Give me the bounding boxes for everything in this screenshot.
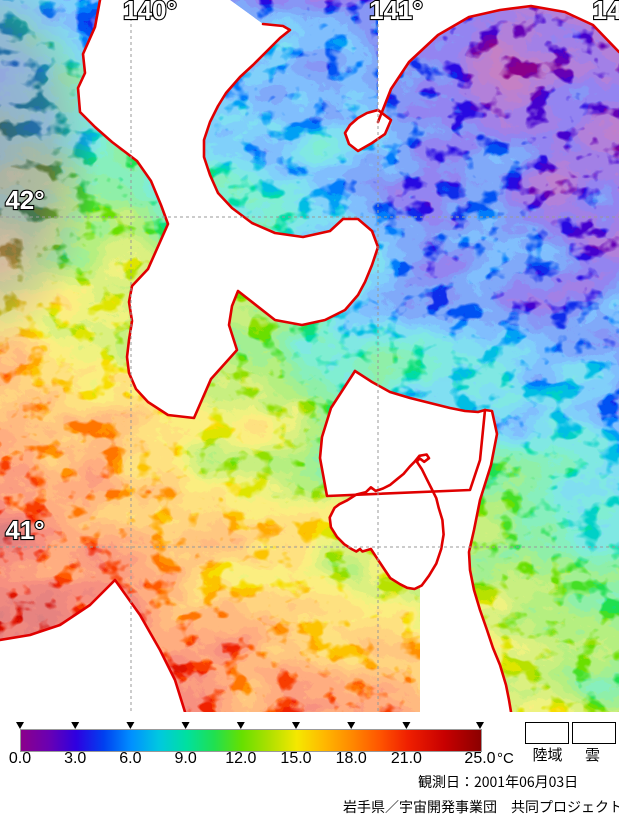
svg-text:140°: 140° <box>123 0 177 25</box>
svg-text:14: 14 <box>593 0 619 25</box>
svg-text:42°: 42° <box>5 185 44 215</box>
svg-text:141°: 141° <box>369 0 423 25</box>
svg-text:41°: 41° <box>5 515 44 545</box>
